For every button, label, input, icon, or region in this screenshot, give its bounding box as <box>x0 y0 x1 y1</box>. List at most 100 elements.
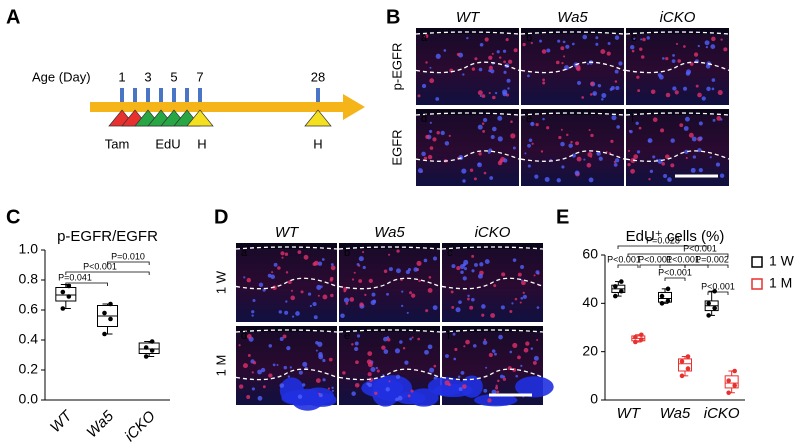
boundary <box>338 368 441 381</box>
cell <box>639 47 643 51</box>
cell <box>698 121 703 126</box>
harvest-label: H <box>313 136 322 151</box>
cell <box>546 48 551 53</box>
cell <box>493 284 497 288</box>
p-value: P<0.001 <box>658 267 692 277</box>
point <box>149 339 155 344</box>
cell <box>429 129 433 133</box>
cell <box>712 118 716 122</box>
cell <box>445 354 449 358</box>
cell <box>566 133 569 137</box>
cell <box>364 293 367 297</box>
cell <box>246 277 251 283</box>
cell <box>268 373 273 378</box>
cell <box>494 91 498 95</box>
cell <box>388 253 391 256</box>
cell <box>454 347 458 352</box>
cell <box>429 78 435 84</box>
cell <box>451 305 455 309</box>
cell <box>630 168 635 174</box>
cell <box>455 307 461 313</box>
cell <box>247 353 251 357</box>
cell <box>351 278 355 281</box>
cell <box>258 282 264 288</box>
cell <box>572 42 575 46</box>
cell <box>322 378 326 382</box>
point <box>613 284 618 289</box>
cell <box>638 126 642 130</box>
cell <box>524 152 527 155</box>
cell <box>482 129 486 133</box>
p-value: P<0.001 <box>666 254 700 264</box>
cell <box>286 345 291 351</box>
cell <box>315 349 318 352</box>
cell <box>487 398 492 403</box>
cell <box>629 129 633 134</box>
cell <box>663 173 668 178</box>
x-tick-label: Wa5 <box>83 407 117 441</box>
column-header: iCKO <box>660 9 696 26</box>
cell <box>497 160 503 166</box>
cell <box>672 86 677 91</box>
treatment-label: Tam <box>105 136 130 151</box>
p-value: P=0.028 <box>646 235 680 245</box>
point <box>633 339 638 345</box>
cell <box>575 141 579 146</box>
cell <box>409 337 412 341</box>
point <box>60 289 66 295</box>
marker-triangle <box>304 109 332 127</box>
cell <box>520 265 525 269</box>
point <box>679 359 685 364</box>
bracket <box>107 261 150 265</box>
cell <box>627 149 631 152</box>
cell <box>407 394 411 398</box>
cell <box>302 361 308 367</box>
cell <box>456 52 460 57</box>
cell <box>483 171 487 175</box>
cell <box>450 290 454 294</box>
point <box>108 301 113 307</box>
boundary <box>338 329 441 333</box>
cell <box>501 272 506 277</box>
cell <box>462 179 466 183</box>
cell <box>381 345 386 350</box>
cell <box>443 49 447 52</box>
cell <box>252 299 256 303</box>
cell <box>525 341 530 346</box>
cell <box>243 276 246 279</box>
cell <box>499 374 504 379</box>
point <box>712 305 717 311</box>
boundary <box>441 368 544 381</box>
point <box>659 301 665 306</box>
cell <box>440 130 445 136</box>
cell <box>489 176 494 180</box>
cell <box>507 87 510 90</box>
cell <box>458 387 463 392</box>
cell <box>401 290 404 293</box>
tissue <box>416 34 519 105</box>
cell <box>510 133 516 139</box>
cell <box>522 291 525 295</box>
cell <box>647 138 653 143</box>
cell <box>576 156 582 162</box>
cell <box>683 45 686 48</box>
cell <box>630 45 635 50</box>
cell <box>273 262 278 267</box>
cell <box>327 387 331 390</box>
cell <box>425 309 429 313</box>
cell <box>498 334 503 340</box>
cell <box>596 151 601 156</box>
cell <box>272 363 276 367</box>
sub-label: a <box>421 32 428 44</box>
cell <box>317 294 320 297</box>
cell <box>692 155 697 159</box>
cell <box>495 384 498 388</box>
cell <box>683 126 689 131</box>
y-tick-label: 0.6 <box>19 301 39 317</box>
cell <box>285 300 288 303</box>
cell <box>598 156 603 161</box>
cell <box>571 153 576 158</box>
cell <box>462 73 465 76</box>
panel-label: B <box>386 6 400 28</box>
point <box>66 294 72 299</box>
